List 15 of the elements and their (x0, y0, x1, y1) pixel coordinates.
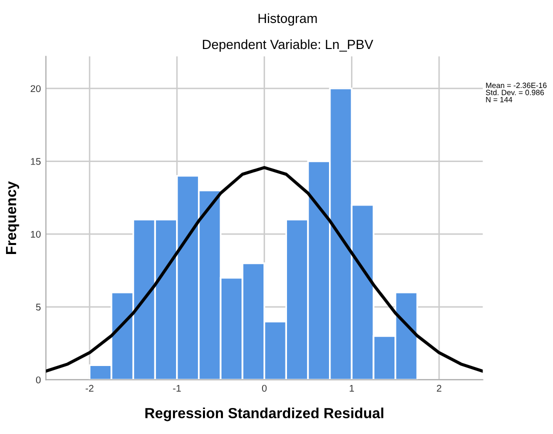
x-tick-label: 0 (262, 384, 267, 392)
line-series (46, 166, 483, 373)
y-tick-label: 15 (30, 158, 41, 165)
y-axis-title: Frequency (6, 181, 20, 254)
y-tick-label: 0 (36, 376, 41, 384)
x-tick-label: -1 (173, 384, 181, 392)
chart-title: Histogram (258, 13, 317, 26)
y-tick-label: 10 (30, 230, 41, 238)
y-tick-label: 20 (30, 85, 41, 92)
x-axis-title: Regression Standardized Residual (145, 408, 384, 422)
y-tick-label: 5 (36, 304, 41, 311)
x-tick-label: 2 (436, 384, 442, 392)
x-tick-label: 1 (350, 384, 354, 392)
x-tick-label: -2 (86, 384, 94, 392)
chart-subtitle: Dependent Variable: Ln_PBV (202, 39, 374, 52)
